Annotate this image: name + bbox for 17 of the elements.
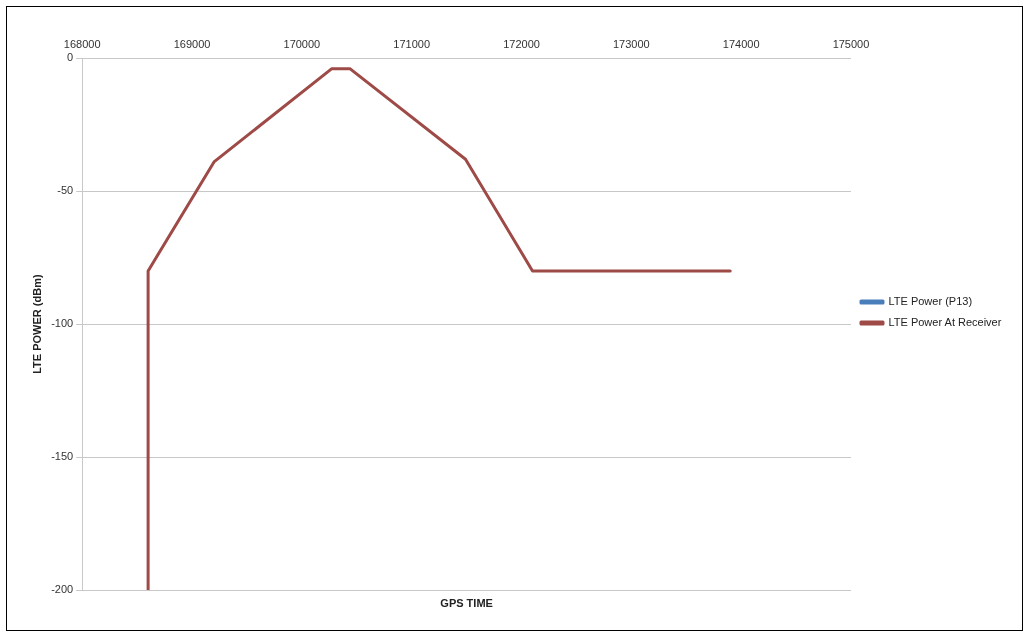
x-tick-label: 171000	[393, 37, 431, 50]
y-tick-label: -50	[57, 184, 74, 197]
x-tick-label: 169000	[173, 37, 211, 50]
y-tick-label: -100	[51, 317, 74, 330]
x-tick-label: 168000	[63, 37, 101, 50]
x-tick-label: 175000	[832, 37, 870, 50]
y-tick-label: -150	[51, 450, 74, 463]
y-tick-label: -200	[51, 583, 74, 596]
x-tick-label: 172000	[503, 37, 540, 50]
y-tick-label: 0	[67, 51, 74, 64]
legend-label: LTE Power (P13)	[888, 295, 973, 308]
x-tick-label: 174000	[722, 37, 760, 50]
x-axis-title: GPS TIME	[440, 596, 493, 609]
y-axis-title: LTE POWER (dBm)	[30, 274, 43, 374]
x-tick-label: 173000	[612, 37, 650, 50]
legend-label: LTE Power At Receiver	[888, 316, 1002, 329]
x-tick-label: 170000	[283, 37, 321, 50]
